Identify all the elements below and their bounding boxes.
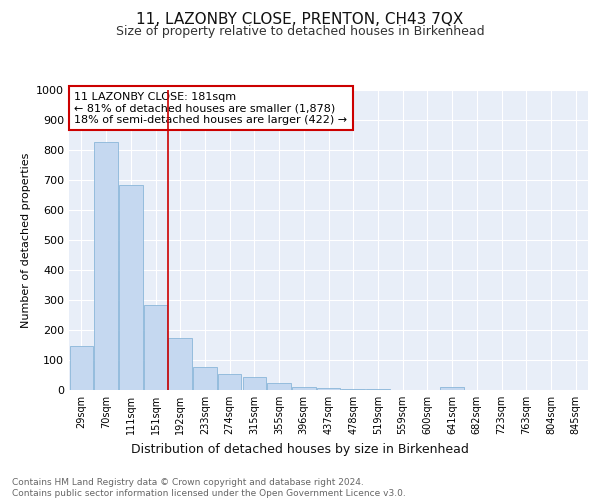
Bar	[218, 374, 241, 390]
Text: Contains HM Land Registry data © Crown copyright and database right 2024.
Contai: Contains HM Land Registry data © Crown c…	[12, 478, 406, 498]
Bar	[440, 387, 464, 390]
Bar	[193, 366, 217, 390]
Bar	[341, 388, 365, 390]
Bar	[317, 388, 340, 390]
Y-axis label: Number of detached properties: Number of detached properties	[20, 152, 31, 328]
Bar	[268, 384, 291, 390]
Bar	[119, 184, 143, 390]
Text: 11 LAZONBY CLOSE: 181sqm
← 81% of detached houses are smaller (1,878)
18% of sem: 11 LAZONBY CLOSE: 181sqm ← 81% of detach…	[74, 92, 347, 124]
Bar	[144, 305, 167, 390]
Text: 11, LAZONBY CLOSE, PRENTON, CH43 7QX: 11, LAZONBY CLOSE, PRENTON, CH43 7QX	[136, 12, 464, 28]
Text: Size of property relative to detached houses in Birkenhead: Size of property relative to detached ho…	[116, 25, 484, 38]
Bar	[242, 378, 266, 390]
Bar	[366, 389, 389, 390]
Bar	[169, 338, 192, 390]
Bar	[292, 386, 316, 390]
Bar	[70, 346, 93, 390]
Text: Distribution of detached houses by size in Birkenhead: Distribution of detached houses by size …	[131, 442, 469, 456]
Bar	[94, 142, 118, 390]
